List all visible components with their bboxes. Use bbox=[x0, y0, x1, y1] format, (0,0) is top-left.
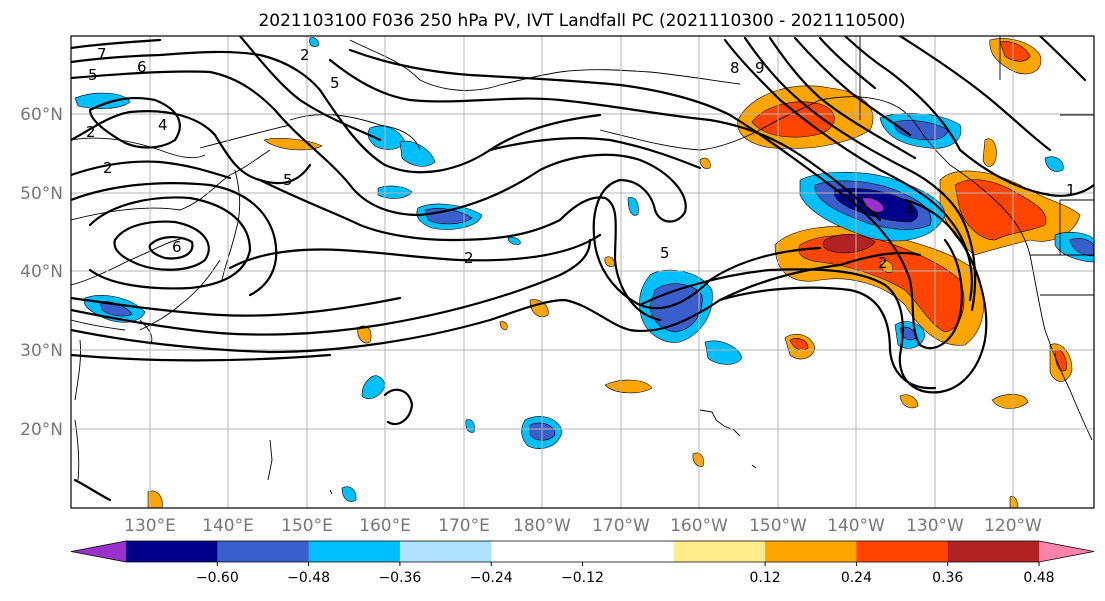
lon-label: 160°W bbox=[670, 516, 728, 536]
lon-label: 150°W bbox=[749, 516, 807, 536]
colorbar-tick-label: 0.12 bbox=[750, 570, 781, 586]
contour-label: 2 bbox=[300, 46, 310, 64]
map-title: 2021103100 F036 250 hPa PV, IVT Landfall… bbox=[258, 11, 905, 31]
colorbar-extend-max bbox=[1039, 541, 1094, 562]
colorbar-swatch bbox=[399, 541, 492, 562]
lat-labels: 60°N 50°N 40°N 30°N 20°N bbox=[20, 105, 63, 440]
contour-label: 4 bbox=[905, 201, 915, 219]
lon-label: 150°E bbox=[281, 516, 333, 536]
lon-label: 140°W bbox=[827, 516, 885, 536]
colorbar-tick-label: −0.24 bbox=[470, 570, 513, 586]
contour-label: 4 bbox=[158, 116, 168, 134]
contour-label: 6 bbox=[137, 58, 147, 76]
contour-label: 2 bbox=[103, 159, 113, 177]
lon-label: 130°W bbox=[906, 516, 964, 536]
colorbar-swatch bbox=[673, 541, 766, 562]
colorbar-tick-label: −0.48 bbox=[287, 570, 330, 586]
contour-label: 2 bbox=[878, 254, 888, 272]
colorbar-swatch bbox=[582, 541, 675, 562]
map-area: 7 6 5 2 2 4 2 5 2 5 9 8 1 2 6 4 5 bbox=[71, 36, 1094, 508]
lon-label: 130°E bbox=[124, 516, 176, 536]
coastlines bbox=[71, 36, 1094, 495]
lat-label: 30°N bbox=[20, 341, 63, 361]
colorbar-swatch bbox=[765, 541, 857, 562]
colorbar-extend-min bbox=[71, 541, 126, 562]
colorbar bbox=[70, 540, 1095, 563]
colorbar-tick-label: 0.48 bbox=[1023, 570, 1054, 586]
lon-label: 170°E bbox=[438, 516, 490, 536]
colorbar-tick-label: 0.24 bbox=[841, 570, 872, 586]
colorbar-swatch bbox=[308, 541, 401, 562]
contour-label: 5 bbox=[660, 244, 670, 262]
map-frame bbox=[70, 35, 1095, 509]
lat-label: 20°N bbox=[20, 420, 63, 440]
colorbar-swatch bbox=[217, 541, 310, 562]
contour-label: 8 bbox=[730, 59, 740, 77]
contour-label: 5 bbox=[283, 171, 293, 189]
gridlines bbox=[71, 36, 1094, 508]
contour-label: 7 bbox=[97, 45, 107, 63]
pv-contours bbox=[71, 36, 1094, 502]
lon-labels: 130°E 140°E 150°E 160°E 170°E 180°W 170°… bbox=[124, 516, 1042, 536]
contour-labels: 7 6 5 2 2 4 2 5 2 5 9 8 1 2 6 4 5 bbox=[86, 45, 1076, 272]
lon-label: 160°E bbox=[359, 516, 411, 536]
colorbar-tick-label: −0.12 bbox=[561, 570, 604, 586]
colorbar-swatch bbox=[856, 541, 949, 562]
contour-label: 5 bbox=[88, 66, 98, 84]
colorbar-tick-label: −0.36 bbox=[378, 570, 421, 586]
colorbar-ticks: −0.60 −0.48 −0.36 −0.24 −0.12 0.12 0.24 0.36 0.4… bbox=[196, 562, 1055, 586]
lon-label: 140°E bbox=[202, 516, 254, 536]
colorbar-swatch bbox=[126, 541, 218, 562]
lat-label: 50°N bbox=[20, 184, 63, 204]
contour-label: 5 bbox=[330, 74, 340, 92]
colorbar-tick-label: −0.60 bbox=[196, 570, 239, 586]
contour-label: 1 bbox=[1066, 181, 1076, 199]
colorbar-swatch bbox=[491, 541, 583, 562]
lat-label: 40°N bbox=[20, 262, 63, 282]
contour-label: 9 bbox=[755, 59, 765, 77]
lon-label: 170°W bbox=[592, 516, 650, 536]
colorbar-outline bbox=[70, 540, 1095, 563]
contour-label: 2 bbox=[464, 249, 474, 267]
lon-label: 180°W bbox=[513, 516, 571, 536]
colorbar-swatch bbox=[947, 541, 1040, 562]
contour-label: 2 bbox=[86, 123, 96, 141]
colorbar-tick-label: 0.36 bbox=[932, 570, 963, 586]
contour-label: 6 bbox=[172, 238, 182, 256]
lon-label: 120°W bbox=[984, 516, 1042, 536]
lat-label: 60°N bbox=[20, 105, 63, 125]
